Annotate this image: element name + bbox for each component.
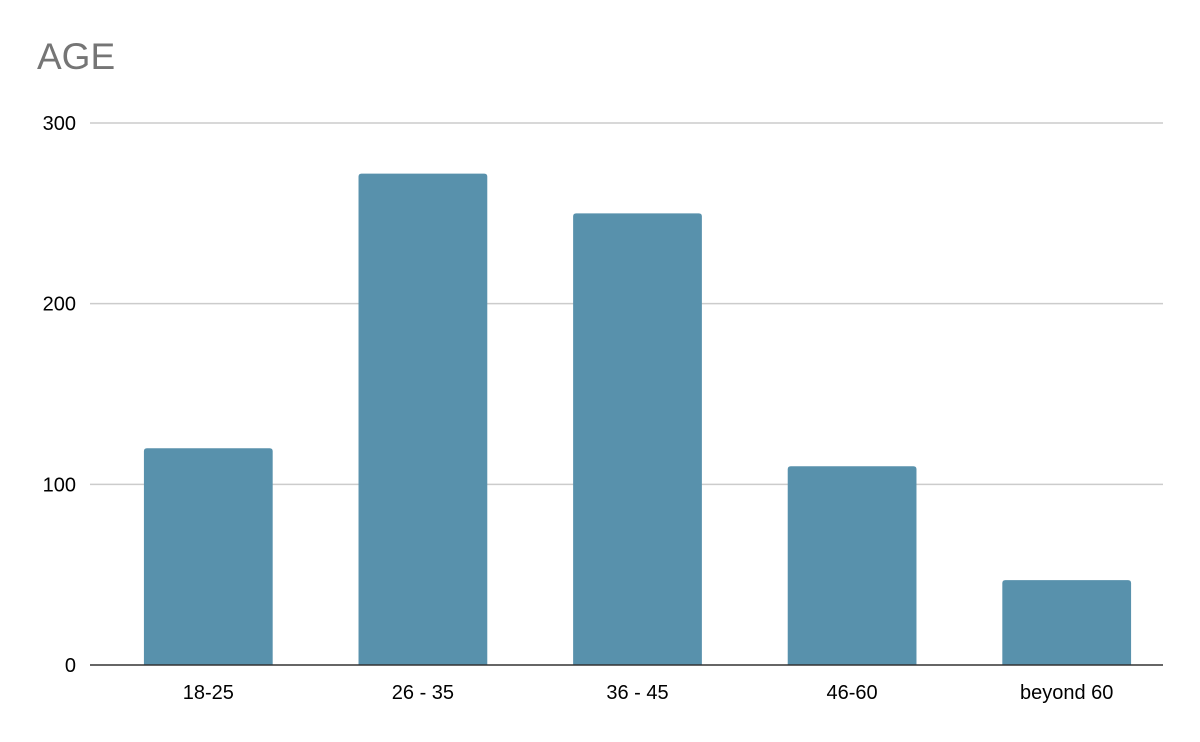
y-tick-label: 300 <box>43 113 76 135</box>
bar-beyond60 <box>1002 580 1132 665</box>
x-tick-label: 26 - 35 <box>392 682 454 704</box>
x-tick-label: beyond 60 <box>1020 682 1113 704</box>
y-tick-label: 200 <box>43 294 76 316</box>
x-tick-label: 46-60 <box>827 682 878 704</box>
x-tick-label: 18-25 <box>183 682 234 704</box>
y-tick-label: 100 <box>43 474 76 496</box>
bar-26-35 <box>358 173 488 665</box>
bar-18-25 <box>143 448 273 665</box>
x-axis-ticks: 18-25 26 - 35 36 - 45 46-60 beyond 60 <box>183 682 1114 704</box>
bars <box>143 173 1132 666</box>
y-tick-label: 0 <box>65 655 76 677</box>
y-axis-ticks: 0 100 200 300 <box>43 113 76 677</box>
chart-title: AGE <box>37 36 116 77</box>
bar-36-45 <box>573 213 702 666</box>
x-tick-label: 36 - 45 <box>606 682 668 704</box>
bar-46-60 <box>787 466 917 665</box>
